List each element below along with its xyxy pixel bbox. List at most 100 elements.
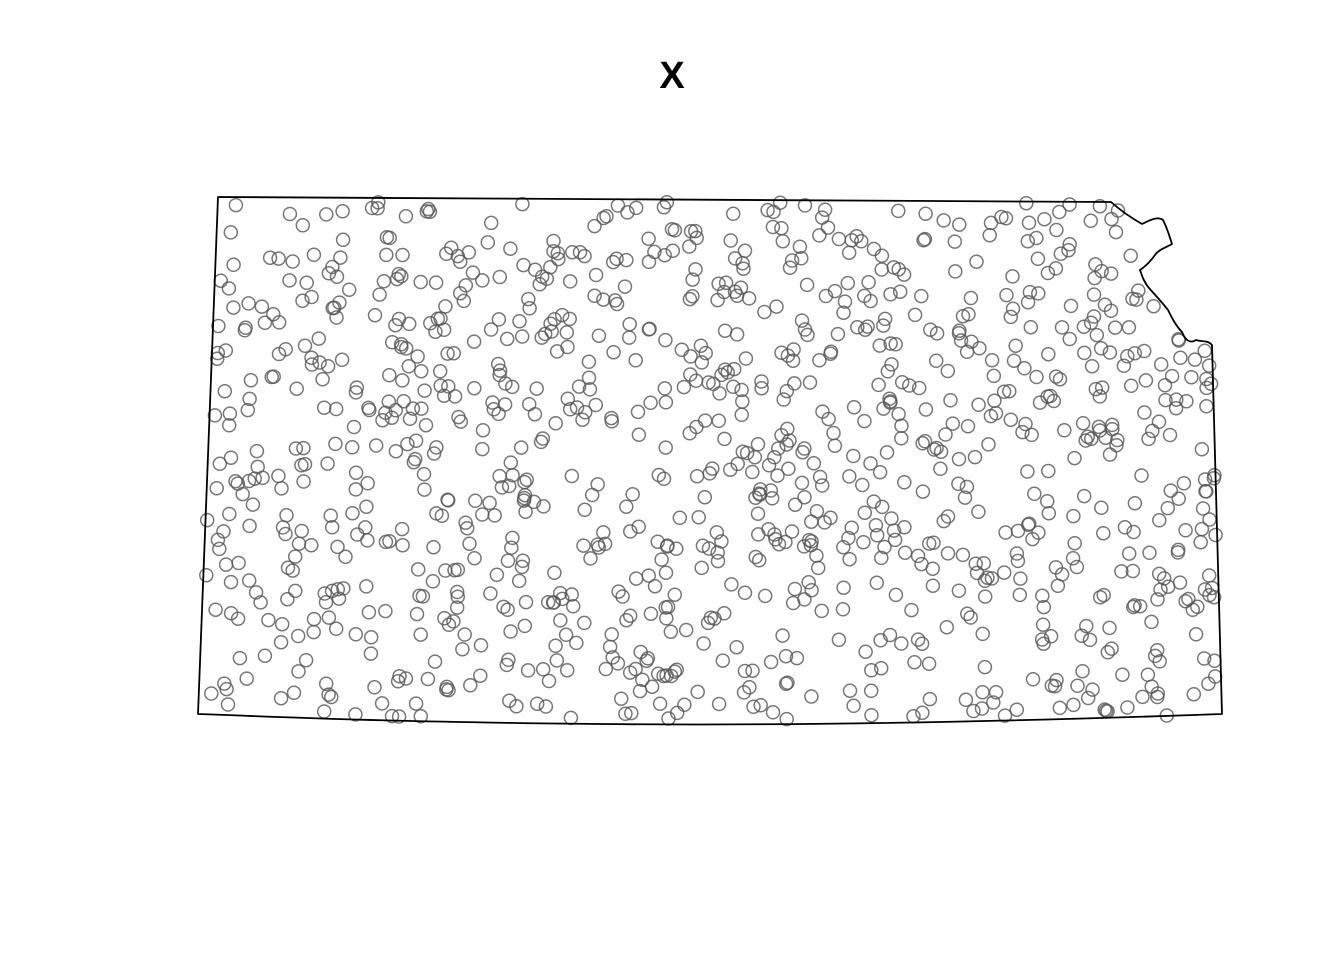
point-marker — [737, 585, 753, 601]
point-marker — [1062, 331, 1077, 347]
point-marker — [606, 344, 621, 360]
point-marker — [925, 578, 941, 593]
point-marker — [1061, 242, 1076, 258]
point-marker — [844, 520, 859, 536]
point-marker — [775, 628, 790, 643]
point-marker — [1088, 381, 1104, 397]
point-marker — [1153, 357, 1169, 372]
point-marker — [1123, 378, 1139, 394]
point-marker — [800, 327, 815, 343]
point-marker — [1135, 689, 1150, 705]
point-marker — [1052, 700, 1068, 716]
point-marker — [1171, 491, 1186, 506]
point-marker — [324, 520, 340, 535]
point-marker — [363, 630, 379, 645]
point-marker — [1160, 579, 1176, 594]
point-marker — [939, 619, 955, 635]
point-marker — [425, 574, 441, 589]
point-marker — [1178, 523, 1193, 538]
point-marker — [503, 624, 518, 639]
point-marker — [548, 416, 563, 431]
point-marker — [348, 707, 363, 722]
point-marker — [582, 382, 598, 397]
point-marker — [1193, 534, 1208, 550]
point-marker — [1096, 587, 1111, 603]
point-marker — [754, 380, 769, 396]
point-marker — [691, 509, 706, 525]
point-marker — [394, 336, 409, 352]
point-marker — [576, 538, 591, 553]
point-marker — [1132, 598, 1148, 614]
point-marker — [888, 587, 904, 603]
point-marker — [491, 312, 507, 327]
point-marker — [888, 337, 903, 352]
point-marker — [1015, 424, 1030, 440]
point-marker — [297, 338, 313, 354]
point-marker — [772, 195, 788, 210]
point-marker — [818, 288, 834, 304]
point-marker — [802, 375, 818, 390]
point-marker — [1184, 369, 1199, 385]
point-marker — [823, 344, 839, 359]
point-marker — [290, 628, 306, 644]
point-marker — [849, 229, 864, 244]
point-marker — [316, 704, 332, 719]
point-marker — [1047, 678, 1063, 694]
point-marker — [999, 287, 1014, 303]
point-marker — [475, 507, 490, 522]
point-marker — [945, 416, 961, 431]
point-marker — [394, 269, 409, 284]
point-marker — [951, 451, 967, 467]
point-marker — [1036, 636, 1051, 651]
point-marker — [723, 233, 738, 248]
point-marker — [883, 287, 898, 302]
point-marker — [775, 233, 791, 249]
point-marker — [897, 475, 912, 490]
point-marker — [876, 318, 891, 333]
point-marker — [384, 334, 400, 350]
point-marker — [766, 204, 781, 220]
point-marker — [378, 603, 393, 619]
point-marker — [750, 437, 766, 452]
point-marker — [678, 622, 694, 638]
point-marker — [1008, 338, 1023, 353]
point-marker — [918, 206, 933, 221]
point-marker — [596, 525, 611, 540]
point-marker — [817, 515, 832, 530]
point-marker — [306, 247, 322, 263]
point-marker — [880, 364, 896, 379]
point-marker — [770, 468, 785, 483]
point-marker — [482, 495, 497, 511]
point-marker — [804, 689, 819, 704]
point-marker — [217, 383, 233, 399]
point-marker — [955, 308, 971, 324]
point-marker — [1197, 343, 1212, 359]
point-marker — [804, 582, 819, 598]
point-marker — [1057, 423, 1072, 438]
point-marker — [702, 466, 717, 481]
point-marker — [831, 632, 847, 648]
point-marker — [223, 450, 239, 465]
point-marker — [323, 508, 338, 523]
point-marker — [631, 427, 647, 443]
point-marker — [863, 293, 878, 309]
point-marker — [745, 464, 760, 480]
point-marker — [621, 330, 637, 345]
map-title: X — [659, 55, 685, 97]
point-marker — [538, 699, 554, 714]
point-marker — [861, 275, 876, 290]
point-marker — [534, 269, 550, 284]
point-marker — [1053, 246, 1069, 262]
point-marker — [413, 709, 429, 724]
point-marker — [1006, 353, 1022, 368]
point-marker — [288, 583, 303, 599]
point-marker — [1170, 542, 1186, 558]
point-marker — [894, 431, 909, 446]
point-marker — [467, 380, 482, 396]
point-marker — [1019, 195, 1034, 211]
point-marker — [727, 284, 743, 300]
point-marker — [526, 494, 542, 510]
point-marker — [914, 636, 930, 651]
point-marker — [336, 581, 351, 596]
point-marker — [711, 696, 727, 712]
